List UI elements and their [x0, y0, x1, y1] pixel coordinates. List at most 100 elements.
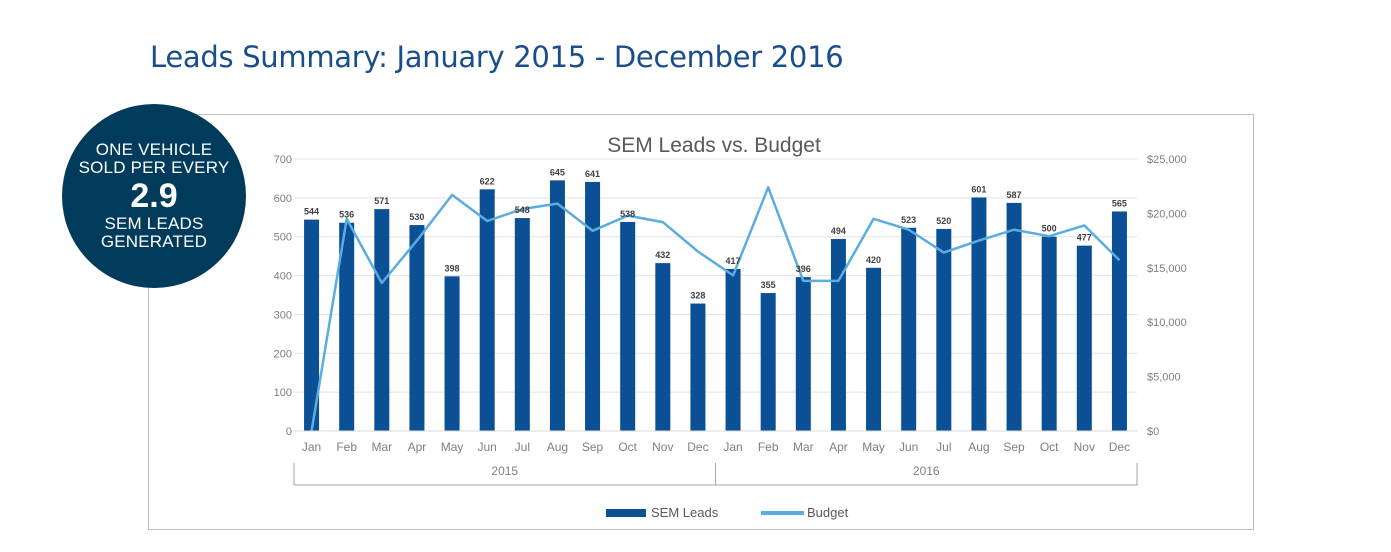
- bar-data-label: 538: [620, 209, 635, 219]
- right-axis-tick-label: $20,000: [1147, 208, 1187, 220]
- x-axis-month-label: Jan: [302, 440, 321, 454]
- bar-data-label: 645: [550, 167, 565, 177]
- bar-data-label: 523: [901, 215, 916, 225]
- sem-leads-bar: [479, 189, 495, 431]
- bar-data-label: 432: [655, 250, 670, 260]
- callout-line-3: SEM LEADS: [104, 214, 204, 233]
- bar-data-label: 622: [480, 176, 495, 186]
- year-group-label: 2015: [491, 464, 518, 478]
- bar-data-labels: 544 536 571 530 398 622 548 645 641 538 432 328 417 3…: [304, 167, 1127, 300]
- sem-leads-bar: [1041, 236, 1057, 431]
- bar-data-label: 601: [971, 184, 986, 194]
- bar-data-label: 398: [445, 263, 460, 273]
- bar-data-label: 565: [1112, 198, 1127, 208]
- bar-data-label: 477: [1077, 233, 1092, 243]
- bar-data-label: 548: [515, 205, 530, 215]
- bar-data-label: 544: [304, 207, 319, 217]
- leads-per-sale-callout: ONE VEHICLE SOLD PER EVERY 2.9 SEM LEADS…: [62, 104, 246, 288]
- bar-data-label: 355: [761, 280, 776, 290]
- callout-value: 2.9: [130, 177, 178, 215]
- page-title: Leads Summary: January 2015 - December 2…: [150, 40, 844, 74]
- bar-data-label: 417: [726, 256, 741, 266]
- sem-leads-bar: [409, 225, 425, 431]
- right-axis: $0 $5,000 $10,000 $15,000 $20,000 $25,000: [1147, 154, 1187, 438]
- x-axis-month-label: Oct: [618, 440, 637, 454]
- callout-line-2: SOLD PER EVERY: [78, 158, 230, 178]
- legend-label-sem-leads: SEM Leads: [651, 505, 719, 520]
- sem-leads-bar: [585, 181, 601, 431]
- budget-line: [310, 186, 1121, 432]
- bar-data-label: 571: [374, 196, 389, 206]
- x-axis: Jan Feb Mar Apr May Jun Jul Aug Sep Oct Nov Dec Jan F…: [293, 430, 1138, 486]
- budget-line-series: [310, 186, 1121, 432]
- sem-leads-bar: [339, 222, 355, 431]
- left-axis-tick-label: 700: [274, 154, 292, 166]
- gridlines: [294, 158, 1137, 393]
- sem-leads-bar: [374, 209, 390, 431]
- sem-leads-budget-chart: SEM Leads vs. Budget 0 100 200 300 400 500 600…: [274, 134, 1187, 520]
- bar-data-label: 396: [796, 264, 811, 274]
- x-axis-month-label: Nov: [652, 440, 673, 454]
- x-axis-month-label: Jan: [723, 440, 742, 454]
- x-axis-month-label: May: [862, 440, 885, 454]
- callout-line-4: GENERATED: [100, 231, 208, 251]
- legend: SEM Leads Budget: [606, 505, 849, 520]
- sem-leads-bar: [304, 219, 320, 431]
- sem-leads-bar: [1111, 211, 1127, 431]
- left-axis-tick-label: 100: [274, 387, 292, 399]
- x-axis-month-label: Sep: [582, 440, 604, 454]
- left-axis-tick-label: 0: [286, 426, 292, 438]
- left-axis: 0 100 200 300 400 500 600 700: [274, 154, 292, 438]
- left-axis-tick-label: 600: [274, 193, 292, 205]
- x-axis-month-label: Apr: [829, 440, 848, 454]
- left-axis-tick-label: 500: [274, 232, 292, 244]
- x-axis-month-label: Jul: [936, 440, 951, 454]
- sem-leads-bar: [901, 227, 917, 431]
- bar-data-label: 641: [585, 169, 600, 179]
- sem-leads-bar: [549, 180, 565, 431]
- left-axis-tick-label: 200: [274, 348, 292, 360]
- right-axis-tick-label: $10,000: [1147, 317, 1187, 329]
- x-axis-month-label: Dec: [687, 440, 708, 454]
- chart-title: SEM Leads vs. Budget: [607, 134, 821, 157]
- x-axis-month-label: Dec: [1109, 440, 1130, 454]
- sem-leads-bar: [655, 263, 671, 431]
- sem-leads-bar: [1006, 202, 1022, 431]
- left-axis-tick-label: 400: [274, 271, 292, 283]
- bar-data-label: 520: [936, 216, 951, 226]
- right-axis-tick-label: $0: [1147, 426, 1159, 438]
- x-axis-month-label: Sep: [1003, 440, 1025, 454]
- sem-leads-bar: [690, 303, 706, 431]
- x-axis-month-label: Oct: [1040, 440, 1059, 454]
- x-axis-month-label: Nov: [1074, 440, 1095, 454]
- x-axis-month-label: Mar: [793, 440, 814, 454]
- right-axis-tick-label: $5,000: [1147, 372, 1181, 384]
- sem-leads-bar: [971, 197, 987, 431]
- x-axis-month-label: Aug: [968, 440, 989, 454]
- sem-leads-bar: [866, 267, 882, 431]
- legend-label-budget: Budget: [807, 505, 849, 520]
- chart-frame: SEM Leads vs. Budget 0 100 200 300 400 500 600…: [148, 114, 1254, 530]
- bar-data-label: 587: [1007, 190, 1022, 200]
- right-axis-tick-label: $25,000: [1147, 154, 1187, 166]
- year-group-label: 2016: [913, 464, 940, 478]
- x-axis-month-label: Aug: [547, 440, 568, 454]
- sem-leads-bar: [620, 221, 636, 431]
- callout-line-1: ONE VEHICLE: [95, 140, 213, 160]
- sem-leads-bar: [936, 228, 952, 431]
- bar-data-label: 494: [831, 226, 846, 236]
- sem-leads-bar: [444, 276, 460, 431]
- sem-leads-bar: [760, 293, 776, 431]
- x-axis-month-label: May: [441, 440, 464, 454]
- sem-leads-bar: [1076, 245, 1092, 431]
- sem-leads-bars: [304, 180, 1127, 431]
- x-axis-month-label: Jul: [515, 440, 530, 454]
- bar-data-label: 328: [690, 291, 705, 301]
- sem-leads-bar: [514, 218, 530, 431]
- bar-data-label: 530: [409, 212, 424, 222]
- x-axis-month-label: Jun: [478, 440, 497, 454]
- right-axis-tick-label: $15,000: [1147, 263, 1187, 275]
- x-axis-month-label: Feb: [758, 440, 779, 454]
- left-axis-tick-label: 300: [274, 309, 292, 321]
- x-axis-month-label: Jun: [899, 440, 918, 454]
